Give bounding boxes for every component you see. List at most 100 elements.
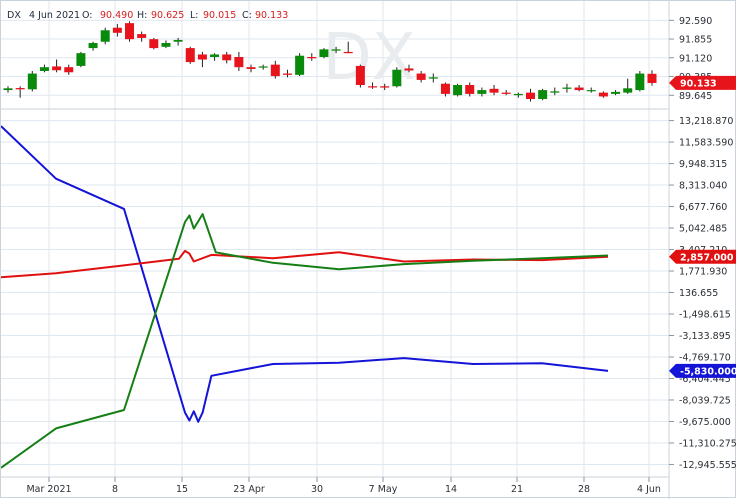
watermark: DX: [322, 21, 415, 95]
candle-body: [404, 68, 414, 71]
candle-body: [355, 65, 365, 85]
bear-candle: [489, 85, 499, 96]
bear-candle: [368, 82, 378, 89]
cot-tick-label: 8,313.040: [679, 181, 727, 192]
bear-candle: [112, 23, 122, 37]
tag-shape: [669, 363, 736, 378]
cot-tick-label: 5,042.485: [679, 224, 727, 235]
candle-body: [538, 90, 548, 99]
bull-candle: [27, 71, 37, 92]
bear-candle: [465, 82, 475, 97]
candle-body: [27, 73, 37, 90]
bear-candle: [15, 86, 25, 98]
cot-last-tag: 2,857.000: [669, 249, 736, 264]
bear-candle: [343, 41, 353, 54]
cot-tick-label: 6,677.760: [679, 202, 727, 213]
date-tick-label: 8: [112, 484, 118, 495]
candle-body: [307, 57, 317, 59]
candle-body: [234, 57, 244, 68]
candle-body: [197, 54, 207, 60]
candle-body: [185, 48, 195, 63]
candle-body: [368, 86, 378, 88]
candle-body: [428, 77, 438, 79]
bear-candle: [52, 59, 62, 73]
bull-candle: [513, 92, 523, 98]
cot-last-tag: -5,830.000: [669, 363, 736, 378]
tag-shape: [669, 75, 736, 90]
candle-body: [161, 43, 171, 47]
bear-candle: [440, 82, 450, 97]
candle-body: [343, 51, 353, 54]
date-tick-label: Mar 2021: [26, 484, 71, 495]
bear-candle: [270, 60, 280, 79]
candle-body: [453, 85, 463, 96]
date-label: 4 Jun 2021: [29, 10, 80, 21]
bear-candle: [525, 88, 535, 102]
price-tick-label: 91.120: [679, 53, 712, 64]
bear-candle: [246, 64, 256, 73]
tag-text: 90.133: [680, 78, 717, 89]
bear-candle: [282, 69, 292, 78]
bear-candle: [222, 51, 232, 64]
price-last-tag: 90.133: [669, 75, 736, 90]
candle-body: [489, 88, 499, 93]
date-axis-ticks: Mar 2021 8 15 23 Apr 30 7 May 14 21 28 4 Jun: [26, 477, 661, 495]
candle-body: [501, 92, 511, 94]
bull-candle: [319, 48, 329, 59]
candle-body: [295, 55, 305, 75]
close-value: 90.133: [255, 10, 288, 21]
candle-body: [210, 54, 220, 57]
candle-body: [513, 93, 523, 96]
bull-candle: [623, 78, 633, 94]
cot-tick-label: 11,583.590: [679, 138, 733, 149]
price-candles: [3, 21, 657, 102]
candle-body: [392, 69, 402, 87]
candle-body: [88, 43, 98, 49]
candle-body: [222, 54, 232, 61]
low-label: L:: [190, 10, 199, 21]
candle-body: [331, 49, 341, 51]
bull-candle: [392, 67, 402, 88]
cot-tick-label: -4,769.170: [679, 352, 731, 363]
cot-tick-label: 9,948.315: [679, 159, 727, 170]
candle-body: [477, 90, 487, 94]
cot-tick-label: 13,218.870: [679, 116, 733, 127]
candle-body: [246, 67, 256, 69]
grid-lines: [1, 1, 669, 477]
candle-body: [525, 92, 535, 99]
ohlc-header: DX 4 Jun 2021 O: 90.490 H: 90.625 L: 90.…: [7, 10, 288, 21]
candle-body: [39, 67, 49, 71]
candle-body: [623, 88, 633, 93]
bull-candle: [562, 83, 572, 93]
date-tick-label: 30: [311, 484, 323, 495]
cot-series-line: [0, 249, 609, 279]
high-value: 90.625: [151, 10, 184, 21]
bear-candle: [416, 71, 426, 83]
date-tick-label: 21: [511, 484, 523, 495]
bull-candle: [453, 83, 463, 97]
bear-candle: [234, 51, 244, 71]
candle-body: [137, 34, 147, 38]
candle-body: [15, 88, 25, 90]
bull-candle: [331, 46, 341, 54]
candle-body: [319, 49, 329, 57]
bear-candle: [355, 64, 365, 88]
cot-tick-label: -8,039.725: [679, 395, 731, 406]
date-tick-label: 14: [445, 484, 457, 495]
candle-body: [173, 39, 183, 42]
tag-text: 2,857.000: [680, 252, 734, 263]
cot-series-line: [0, 125, 609, 423]
date-tick-label: 28: [578, 484, 590, 495]
open-value: 90.490: [100, 10, 133, 21]
candle-body: [125, 23, 135, 40]
bull-candle: [100, 27, 110, 45]
candle-body: [598, 92, 608, 97]
price-tick-label: 91.855: [679, 35, 712, 46]
tag-shape: [669, 249, 736, 264]
candle-body: [586, 90, 596, 92]
candle-body: [611, 91, 621, 94]
bear-candle: [404, 64, 414, 73]
price-tick-label: 92.590: [679, 16, 712, 27]
